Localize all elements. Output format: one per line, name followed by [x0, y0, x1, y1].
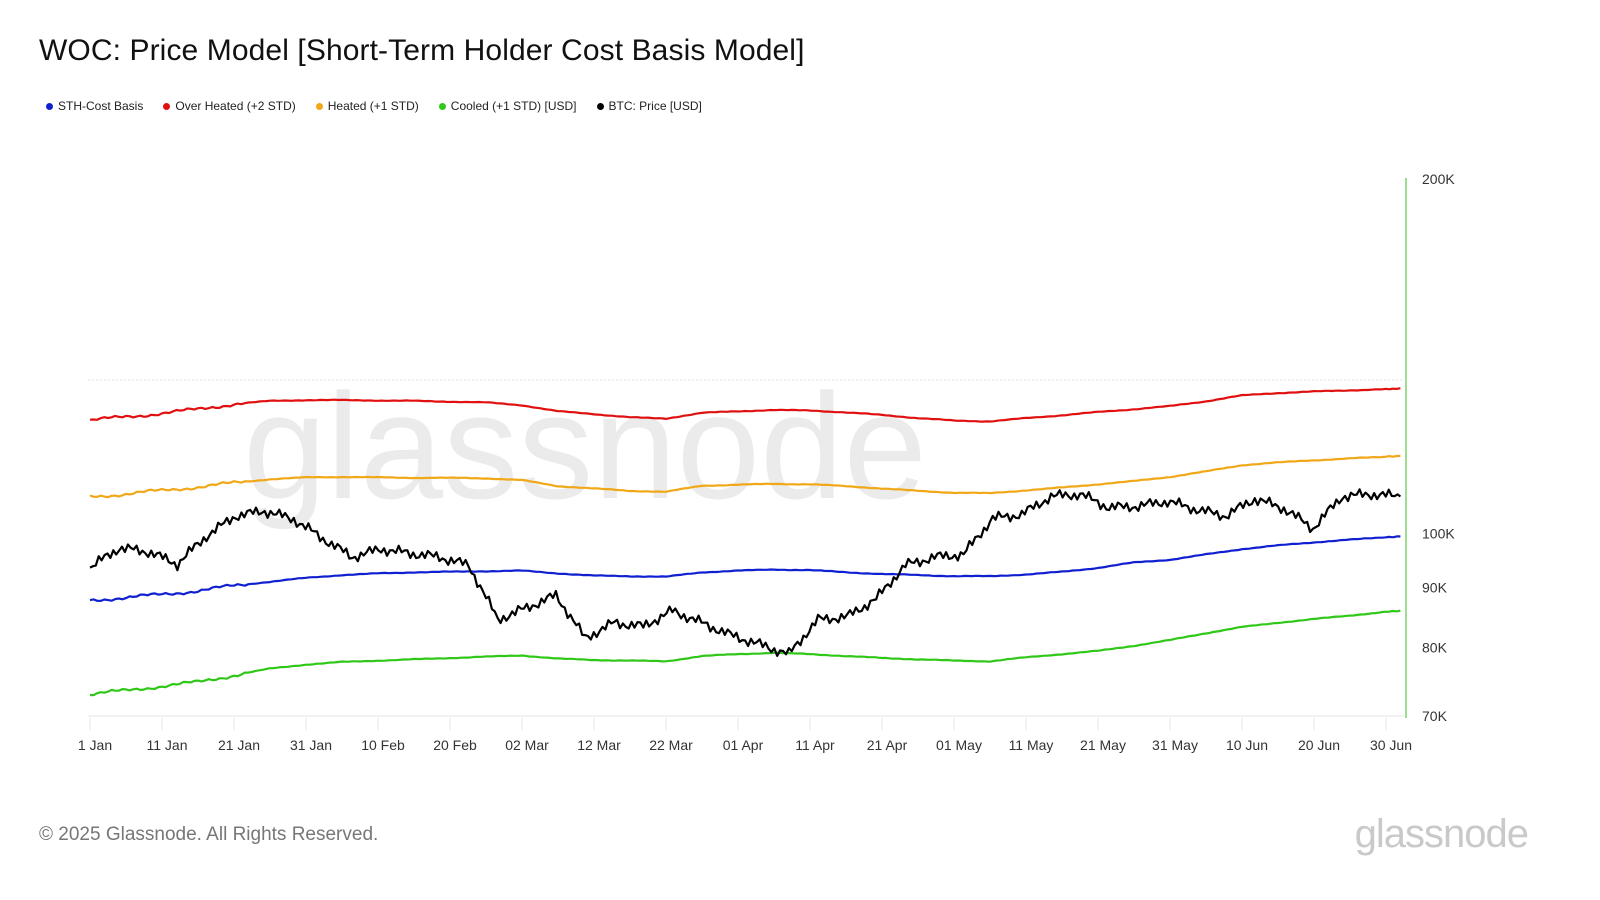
svg-text:10 Jun: 10 Jun [1226, 737, 1268, 753]
svg-text:70K: 70K [1422, 708, 1448, 724]
legend-label: Cooled (+1 STD) [USD] [450, 99, 577, 113]
svg-text:11 Jan: 11 Jan [147, 737, 188, 753]
svg-text:100K: 100K [1422, 526, 1455, 542]
copyright-text: © 2025 Glassnode. All Rights Reserved. [39, 824, 379, 845]
svg-text:31 Jan: 31 Jan [290, 737, 332, 753]
legend-dot-icon [438, 102, 446, 110]
svg-text:01 Apr: 01 Apr [723, 737, 764, 753]
legend-item-btc-price[interactable]: BTC: Price [USD] [596, 99, 702, 113]
series-line [89, 488, 1402, 658]
svg-text:11 Apr: 11 Apr [795, 737, 835, 753]
legend-item-heated[interactable]: Heated (+1 STD) [315, 99, 419, 113]
svg-text:80K: 80K [1422, 640, 1448, 656]
chart-title: WOC: Price Model [Short-Term Holder Cost… [39, 34, 805, 67]
svg-text:01 May: 01 May [936, 737, 982, 753]
x-axis: 1 Jan 11 Jan 21 Jan 31 Jan 10 Feb 20 Feb 02 Ma… [78, 718, 1412, 753]
svg-text:12 Mar: 12 Mar [577, 737, 621, 753]
legend-dot-icon [46, 102, 53, 110]
legend-dot-icon [315, 102, 323, 110]
chart-legend: STH-Cost Basis Over Heated (+2 STD) Heat… [46, 99, 702, 113]
gridlines [88, 178, 1407, 718]
svg-text:11 May: 11 May [1009, 737, 1054, 753]
series-line [89, 454, 1401, 499]
svg-text:20 Jun: 20 Jun [1298, 737, 1340, 753]
series-line [89, 387, 1401, 423]
svg-text:30 Jun: 30 Jun [1370, 737, 1412, 753]
watermark: glassnode [243, 362, 927, 530]
legend-item-sth-cost-basis[interactable]: STH-Cost Basis [46, 99, 143, 113]
legend-label: BTC: Price [USD] [608, 99, 702, 113]
y-axis: 70K 80K 90K 100K 200K [1422, 171, 1455, 724]
svg-text:21 May: 21 May [1080, 737, 1126, 753]
svg-text:21 Jan: 21 Jan [218, 737, 260, 753]
svg-text:21 Apr: 21 Apr [867, 737, 908, 753]
svg-text:200K: 200K [1422, 171, 1455, 187]
series-line [89, 535, 1401, 603]
legend-dot-icon [596, 102, 604, 110]
series-line [89, 609, 1401, 697]
svg-text:31 May: 31 May [1152, 737, 1198, 753]
glassnode-logo: glassnode [1354, 812, 1529, 856]
legend-item-over-heated[interactable]: Over Heated (+2 STD) [163, 99, 296, 113]
series-lines [89, 387, 1402, 697]
legend-dot-icon [163, 102, 171, 110]
svg-text:10 Feb: 10 Feb [361, 737, 405, 753]
legend-label: Over Heated (+2 STD) [175, 99, 296, 113]
legend-item-cooled[interactable]: Cooled (+1 STD) [USD] [438, 99, 577, 113]
svg-text:90K: 90K [1422, 579, 1448, 595]
svg-text:20 Feb: 20 Feb [433, 737, 477, 753]
svg-text:02 Mar: 02 Mar [505, 737, 549, 753]
legend-label: STH-Cost Basis [58, 99, 144, 113]
legend-label: Heated (+1 STD) [327, 99, 419, 113]
svg-text:1 Jan: 1 Jan [78, 737, 112, 753]
svg-text:22 Mar: 22 Mar [649, 737, 693, 753]
